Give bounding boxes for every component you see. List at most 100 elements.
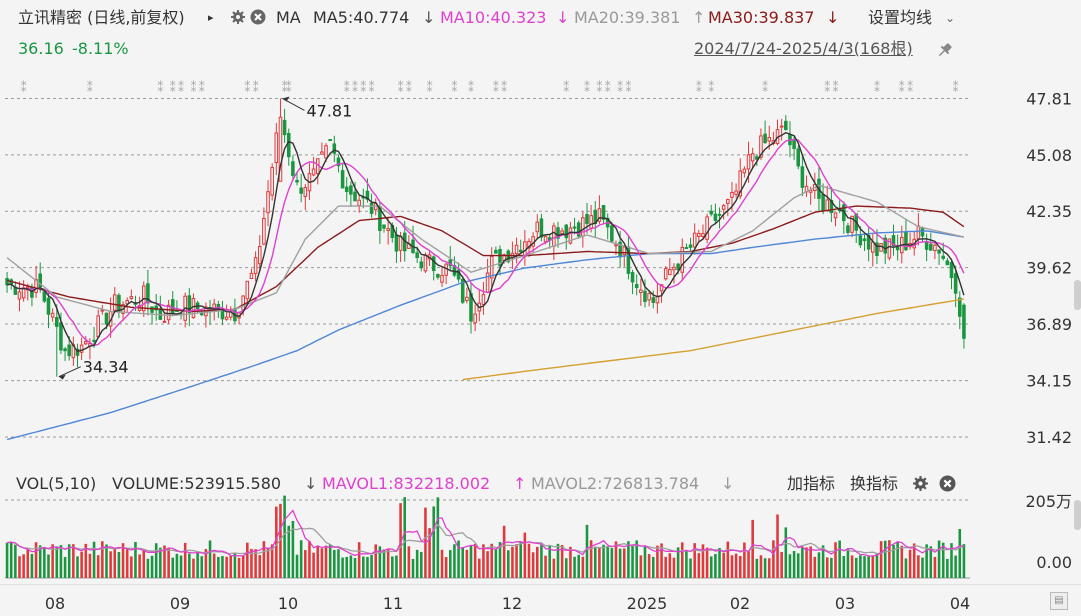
candle-body (394, 234, 399, 252)
expand-corner-icon[interactable]: ▤ (1050, 592, 1068, 610)
volume-bar (312, 552, 315, 578)
x-tick-label: 08 (45, 594, 65, 613)
add-indicator-button[interactable]: 加指标 (787, 474, 836, 493)
gear-icon[interactable] (230, 9, 246, 29)
candle-body (601, 205, 606, 220)
volume-bar (92, 541, 96, 578)
volume-bar (490, 543, 493, 578)
volume-bar (287, 525, 291, 578)
candle-body (746, 154, 751, 170)
price-grid (5, 97, 970, 438)
candle-body (858, 235, 863, 246)
volume-bar (622, 548, 626, 578)
candle-body (253, 257, 258, 274)
candle-body (750, 153, 755, 162)
volume-bar (863, 556, 866, 578)
candle-body (730, 192, 734, 198)
candle-body (862, 238, 867, 242)
volume-chart[interactable]: 205万 0.00 (0, 490, 1081, 582)
vol-gear-icon[interactable] (912, 475, 929, 496)
annotation-arrowhead (58, 374, 66, 380)
volume-bar (22, 554, 25, 578)
candle-body (498, 248, 502, 267)
candle-body (643, 290, 647, 302)
event-marker: ⁑ (352, 80, 358, 95)
date-range[interactable]: 2024/7/24-2025/4/3(168根) (694, 39, 913, 58)
volume-bar (954, 555, 957, 578)
switch-indicator-button[interactable]: 换指标 (850, 474, 899, 493)
ma20-arrow: ↑ (692, 8, 706, 27)
event-marker: ⁑ (468, 80, 474, 95)
expand-triangle-icon[interactable]: ▸ (208, 11, 214, 24)
scroll-handle-top[interactable] (1074, 280, 1081, 310)
volume-bar (747, 550, 750, 578)
chevron-down-icon[interactable]: ⌄ (945, 11, 956, 25)
event-marker: ⁑ (824, 80, 830, 95)
volume-bar (784, 527, 788, 578)
scroll-handle-bottom[interactable] (1074, 500, 1081, 530)
event-marker: ⁑ (451, 80, 457, 95)
volume-bar (548, 545, 551, 578)
volume-bar (316, 545, 320, 578)
ma-settings-button[interactable]: 设置均线 (868, 8, 933, 27)
last-price: 36.16 (18, 39, 64, 58)
candle-body (953, 273, 958, 294)
volume-bar (130, 556, 133, 578)
candle-body (104, 312, 109, 325)
volume-bar (639, 555, 643, 578)
event-marker: ⁑ (360, 80, 366, 95)
volume-bar (465, 549, 469, 578)
ma5-value: MA5:40.774 (313, 8, 410, 27)
volume-bar (792, 551, 796, 578)
volume-bar (850, 555, 854, 578)
volume-bar (689, 558, 692, 578)
price-tick-label: 47.81 (1026, 89, 1072, 108)
volume-bar (457, 540, 460, 578)
volume-bar (730, 555, 734, 578)
ma5-arrow: ↓ (422, 8, 436, 27)
volume-bar (183, 542, 187, 578)
volume-bar (150, 555, 154, 578)
volume-bar (138, 554, 141, 578)
candle-body (332, 143, 337, 154)
volume-bar (440, 549, 444, 578)
volume-bar (420, 551, 423, 578)
candle-body (117, 294, 121, 312)
volume-bar (883, 540, 887, 578)
volume-bar (378, 546, 382, 578)
candle-body (274, 132, 279, 163)
volume-bar (432, 506, 436, 578)
close-icon[interactable] (250, 9, 266, 29)
volume-bar (482, 544, 485, 578)
volume-bar (76, 556, 79, 578)
volume-bar (767, 558, 771, 578)
candle-body (659, 284, 664, 292)
volume-bar (59, 545, 63, 578)
candle-body (344, 186, 349, 192)
volume-bar (67, 544, 71, 578)
volume-bar (685, 550, 688, 578)
event-marker: ⁑ (596, 80, 602, 95)
mavol1-arrow: ↑ (513, 474, 527, 493)
candle-body (241, 295, 245, 311)
volume-bar (631, 544, 634, 578)
event-marker: ⁑ (605, 80, 611, 95)
volume-bar (304, 550, 307, 578)
volume-bar (241, 555, 245, 578)
event-marker: ⁑ (178, 80, 184, 95)
x-tick-label: 10 (278, 594, 298, 613)
volume-bar (879, 541, 883, 578)
vol-close-icon[interactable] (939, 475, 956, 496)
candle-body (444, 263, 448, 276)
candle-body (920, 227, 925, 237)
candle-body (278, 116, 283, 182)
volume-bar (362, 556, 365, 578)
stock-name[interactable]: 立讯精密 (日线,前复权) (18, 8, 185, 27)
pin-icon[interactable] (936, 41, 954, 63)
candle-body (166, 304, 171, 321)
volume-bar (370, 555, 373, 578)
volume-bar (453, 544, 456, 578)
candles (5, 98, 966, 377)
volume-bar (908, 549, 912, 578)
